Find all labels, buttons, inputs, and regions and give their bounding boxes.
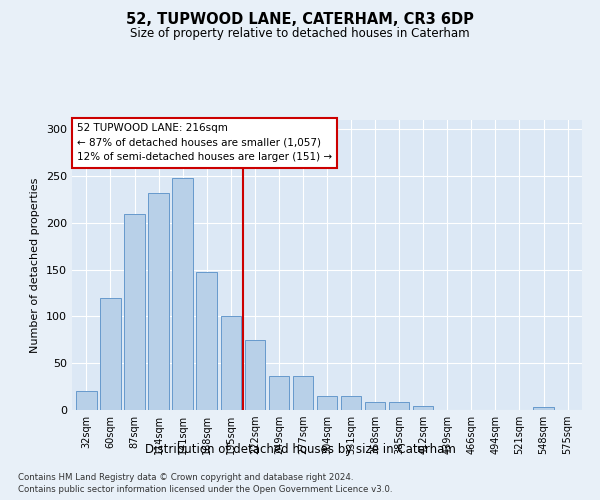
Bar bbox=[533, 407, 554, 410]
Text: 52 TUPWOOD LANE: 216sqm
← 87% of detached houses are smaller (1,057)
12% of semi: 52 TUPWOOD LANE: 216sqm ← 87% of detache… bbox=[77, 123, 332, 162]
Bar bbox=[317, 396, 337, 410]
Y-axis label: Number of detached properties: Number of detached properties bbox=[31, 178, 40, 352]
Bar bbox=[221, 316, 241, 410]
Bar bbox=[293, 376, 313, 410]
Bar bbox=[148, 193, 169, 410]
Bar bbox=[341, 396, 361, 410]
Bar bbox=[365, 402, 385, 410]
Bar bbox=[245, 340, 265, 410]
Bar bbox=[124, 214, 145, 410]
Bar bbox=[100, 298, 121, 410]
Bar bbox=[269, 376, 289, 410]
Text: Contains HM Land Registry data © Crown copyright and database right 2024.: Contains HM Land Registry data © Crown c… bbox=[18, 472, 353, 482]
Text: Contains public sector information licensed under the Open Government Licence v3: Contains public sector information licen… bbox=[18, 485, 392, 494]
Bar bbox=[172, 178, 193, 410]
Bar bbox=[76, 392, 97, 410]
Text: Distribution of detached houses by size in Caterham: Distribution of detached houses by size … bbox=[145, 442, 455, 456]
Bar bbox=[389, 402, 409, 410]
Bar bbox=[413, 406, 433, 410]
Text: Size of property relative to detached houses in Caterham: Size of property relative to detached ho… bbox=[130, 28, 470, 40]
Text: 52, TUPWOOD LANE, CATERHAM, CR3 6DP: 52, TUPWOOD LANE, CATERHAM, CR3 6DP bbox=[126, 12, 474, 28]
Bar bbox=[196, 272, 217, 410]
